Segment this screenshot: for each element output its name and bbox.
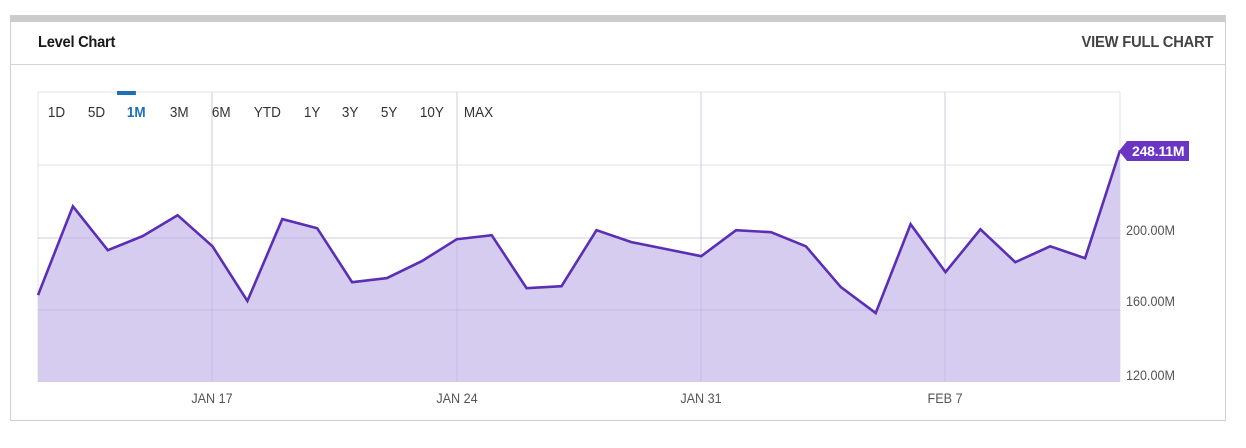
range-tabs: 1D 5D 1M 3M 6M YTD 1Y 3Y 5Y 10Y MAX (38, 91, 494, 132)
range-tab-max[interactable]: MAX (463, 104, 494, 121)
range-tab-6m[interactable]: 6M (211, 104, 231, 121)
range-tab-1m[interactable]: 1M (117, 91, 156, 132)
last-value-badge: 248.11M (1118, 141, 1190, 161)
x-tick-label: JAN 31 (680, 390, 722, 406)
view-full-chart-link[interactable]: VIEW FULL CHART (1081, 34, 1213, 51)
range-tab-1d[interactable]: 1D (47, 104, 66, 121)
range-tab-5y[interactable]: 5Y (380, 104, 398, 121)
y-tick-label: 200.00M (1126, 222, 1176, 238)
card-title: Level Chart (38, 34, 116, 51)
chart-line (36, 149, 1122, 316)
x-tick-label: JAN 17 (191, 390, 233, 406)
y-tick-label: 120.00M (1126, 367, 1176, 383)
range-tab-10y[interactable]: 10Y (419, 104, 444, 121)
range-tab-ytd[interactable]: YTD (253, 104, 281, 121)
range-tab-1y[interactable]: 1Y (303, 104, 321, 121)
x-tick-label: FEB 7 (927, 390, 963, 406)
range-tab-5d[interactable]: 5D (87, 104, 106, 121)
range-tab-3m[interactable]: 3M (169, 104, 189, 121)
card-header: Level Chart VIEW FULL CHART (11, 22, 1225, 65)
x-tick-label: JAN 24 (436, 390, 478, 406)
range-tab-3y[interactable]: 3Y (341, 104, 359, 121)
y-tick-label: 160.00M (1126, 293, 1176, 309)
chart-area-fill (38, 150, 1120, 382)
